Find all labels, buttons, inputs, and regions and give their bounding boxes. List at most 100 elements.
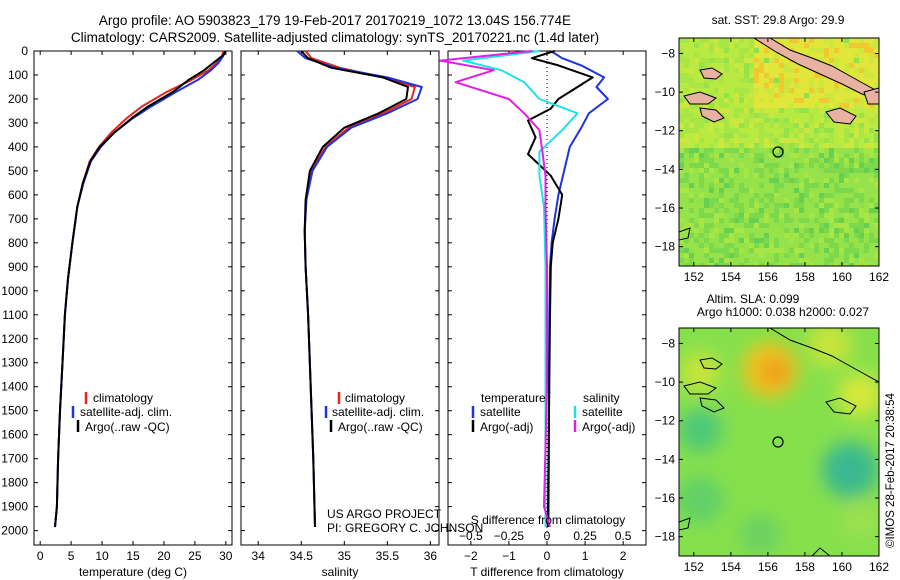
- sst-cell: [804, 43, 809, 48]
- sst-cell: [719, 178, 724, 183]
- sst-cell: [764, 223, 769, 228]
- sst-cell: [749, 193, 754, 198]
- sst-cell: [724, 133, 729, 138]
- sst-cell: [714, 233, 719, 238]
- sst-cell: [789, 43, 794, 48]
- sst-cell: [704, 43, 709, 48]
- sst-cell: [844, 253, 849, 258]
- sst-cell: [789, 108, 794, 113]
- sst-cell: [839, 243, 844, 248]
- sst-cell: [804, 183, 809, 188]
- sst-cell: [769, 158, 774, 163]
- sst-cell: [719, 53, 724, 58]
- sst-cell: [854, 223, 859, 228]
- sst-cell: [724, 213, 729, 218]
- sst-cell: [799, 223, 804, 228]
- sst-cell: [729, 108, 734, 113]
- sst-cell: [729, 243, 734, 248]
- sst-cell: [699, 238, 704, 243]
- sst-cell: [764, 168, 769, 173]
- sst-cell: [709, 78, 714, 83]
- y-tick-label: 1600: [1, 428, 28, 442]
- sst-cell: [829, 78, 834, 83]
- sst-cell: [739, 213, 744, 218]
- sst-cell: [759, 48, 764, 53]
- sst-cell: [679, 233, 684, 238]
- sst-cell: [839, 208, 844, 213]
- sst-cell: [834, 83, 839, 88]
- sst-cell: [814, 153, 819, 158]
- sst-cell: [779, 68, 784, 73]
- sst-cell: [874, 133, 879, 138]
- sst-cell: [824, 108, 829, 113]
- sst-cell: [799, 83, 804, 88]
- sst-float-marker: [772, 146, 784, 158]
- series-argo-raw-qc: [300, 50, 409, 528]
- sst-cell: [689, 243, 694, 248]
- sst-cell: [839, 183, 844, 188]
- sst-cell: [734, 233, 739, 238]
- sst-cell: [844, 238, 849, 243]
- sst-cell: [844, 198, 849, 203]
- sst-cell: [864, 213, 869, 218]
- sst-cell: [859, 213, 864, 218]
- sst-cell: [869, 158, 874, 163]
- sst-cell: [869, 68, 874, 73]
- sst-cell: [704, 183, 709, 188]
- sst-cell: [719, 38, 724, 43]
- sst-cell: [869, 143, 874, 148]
- map-x-tick-label: 156: [758, 560, 778, 574]
- sst-cell: [714, 63, 719, 68]
- sst-cell: [839, 253, 844, 258]
- sst-cell: [749, 133, 754, 138]
- sst-cell: [819, 98, 824, 103]
- sst-cell: [699, 173, 704, 178]
- sst-cell: [724, 98, 729, 103]
- sst-cell: [769, 113, 774, 118]
- sst-cell: [789, 193, 794, 198]
- sst-cell: [729, 73, 734, 78]
- sst-cell: [714, 248, 719, 253]
- sst-cell: [859, 243, 864, 248]
- sst-cell: [794, 238, 799, 243]
- sst-cell: [704, 238, 709, 243]
- sst-cell: [739, 153, 744, 158]
- sst-cell: [769, 238, 774, 243]
- sst-cell: [809, 143, 814, 148]
- sst-cell: [779, 188, 784, 193]
- sst-cell: [844, 258, 849, 263]
- sst-cell: [714, 98, 719, 103]
- sst-cell: [779, 243, 784, 248]
- sst-cell: [799, 208, 804, 213]
- sst-cell: [694, 53, 699, 58]
- sst-cell: [774, 38, 779, 43]
- sst-cell: [804, 248, 809, 253]
- sst-cell: [789, 133, 794, 138]
- salinity-legend: climatology satellite-adj. clim. Argo(..…: [324, 391, 424, 434]
- sst-cell: [769, 208, 774, 213]
- sst-cell: [789, 243, 794, 248]
- sst-cell: [824, 148, 829, 153]
- sst-cell: [784, 143, 789, 148]
- sst-cell: [859, 253, 864, 258]
- sst-cell: [729, 138, 734, 143]
- sst-cell: [834, 203, 839, 208]
- sst-cell: [689, 153, 694, 158]
- sst-cell: [744, 133, 749, 138]
- sst-cell: [819, 193, 824, 198]
- sst-cell: [724, 223, 729, 228]
- sst-cell: [709, 228, 714, 233]
- sst-cell: [724, 43, 729, 48]
- sst-cell: [799, 38, 804, 43]
- sst-cell: [764, 208, 769, 213]
- sst-cell: [799, 108, 804, 113]
- sst-cell: [789, 68, 794, 73]
- sst-cell: [849, 53, 854, 58]
- sst-cell: [864, 138, 869, 143]
- sst-cell: [824, 123, 829, 128]
- sst-cell: [689, 148, 694, 153]
- sst-cell: [749, 188, 754, 193]
- sst-cell: [809, 93, 814, 98]
- sst-cell: [779, 163, 784, 168]
- sst-cell: [799, 118, 804, 123]
